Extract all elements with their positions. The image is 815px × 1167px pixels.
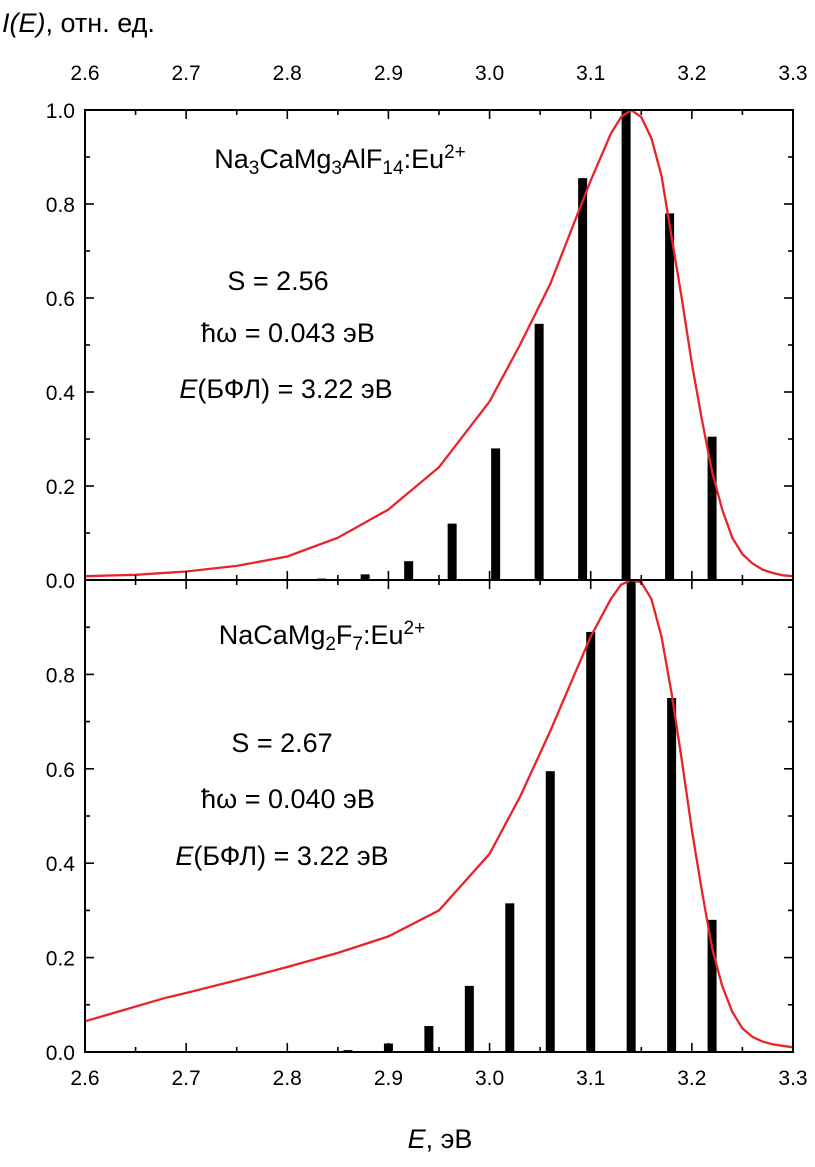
x-tick-label: 2.6 bbox=[70, 1067, 99, 1090]
formula-text: CaMg bbox=[259, 144, 331, 174]
curve-top bbox=[84, 108, 794, 578]
y-tick-label: 0.6 bbox=[46, 759, 75, 782]
formula-text: :Eu bbox=[404, 144, 445, 174]
y-tick-label: 0.8 bbox=[46, 664, 75, 687]
panel-bottom: 2.6 2.7 2.8 2.9 3.0 3.1 3.2 3.30.00.20.40.60.8 … bbox=[46, 578, 808, 1090]
formula-superscript: 2+ bbox=[404, 618, 426, 639]
formula-text: Na bbox=[214, 144, 249, 174]
bar bbox=[545, 771, 555, 1052]
curve-bottom bbox=[84, 578, 794, 1049]
x-tick-label: 3.1 bbox=[576, 1067, 605, 1090]
annotation-zpl-top: E(БФЛ) = 3.22 эВ bbox=[179, 374, 392, 404]
bar bbox=[667, 698, 677, 1052]
x-tick-label: 2.9 bbox=[374, 1067, 403, 1090]
bar bbox=[464, 985, 474, 1052]
bar bbox=[578, 178, 588, 580]
annotation-s-bottom: S = 2.67 bbox=[231, 728, 332, 758]
y-tick-label: 0.4 bbox=[46, 853, 76, 876]
formula-superscript: 2+ bbox=[444, 142, 466, 163]
ticks-bottom: 2.6 2.7 2.8 2.9 3.0 3.1 3.2 3.3 0.0 0.2 0.4 0.6 0.8 bbox=[46, 580, 808, 1090]
y-tick-label: 0.6 bbox=[46, 288, 75, 311]
bar bbox=[505, 903, 515, 1052]
bar bbox=[626, 580, 636, 1052]
panel-top: 2.6 2.7 2.8 2.9 3.0 3.1 3.2 3.3 0.0 0.2 0.4 0.6 0.8 1… bbox=[46, 62, 808, 593]
bar bbox=[360, 574, 370, 580]
frame-bottom bbox=[84, 579, 794, 1053]
compound-label-top: Na3CaMg3AlF14:Eu2+ bbox=[214, 142, 466, 179]
formula-text: F bbox=[336, 620, 353, 650]
bar bbox=[534, 323, 544, 580]
compound-label-bottom: NaCaMg2F7:Eu2+ bbox=[219, 618, 425, 655]
formula-text: AlF bbox=[342, 144, 383, 174]
formula-text: NaCaMg bbox=[219, 620, 326, 650]
annotation-hw-top: ħω = 0.043 эВ bbox=[201, 318, 375, 348]
x-axis-label: E, эВ bbox=[408, 1124, 473, 1154]
formula-text: :Eu bbox=[363, 620, 404, 650]
x-tick-label: 2.7 bbox=[172, 62, 201, 85]
x-tick-label: 2.9 bbox=[374, 62, 403, 85]
x-tick-label: 3.0 bbox=[475, 1067, 504, 1090]
formula-subscript: 7 bbox=[352, 634, 363, 655]
y-tick-label: 0.2 bbox=[46, 476, 75, 499]
bar bbox=[424, 1026, 434, 1052]
annotation-s-top: S = 2.56 bbox=[227, 266, 328, 296]
frame-top bbox=[84, 109, 794, 581]
bar bbox=[707, 919, 717, 1052]
x-tick-label: 3.2 bbox=[677, 62, 706, 85]
formula-subscript: 14 bbox=[382, 158, 404, 179]
formula-subscript: 3 bbox=[331, 158, 342, 179]
x-tick-label: 3.0 bbox=[475, 62, 504, 85]
bars-bottom bbox=[343, 580, 717, 1052]
x-tick-label: 3.1 bbox=[576, 62, 605, 85]
x-tick-label: 2.6 bbox=[70, 62, 99, 85]
y-tick-label: 1.0 bbox=[46, 100, 75, 123]
y-tick-label: 0.0 bbox=[46, 570, 75, 593]
y-axis-label: I(E), отн. ед. bbox=[2, 8, 155, 38]
bar bbox=[404, 561, 414, 580]
x-tick-label: 2.8 bbox=[273, 62, 302, 85]
bar bbox=[586, 631, 596, 1052]
x-tick-label: 3.3 bbox=[778, 1067, 807, 1090]
x-tick-label: 2.8 bbox=[273, 1067, 302, 1090]
bar bbox=[665, 213, 675, 580]
formula-subscript: 3 bbox=[249, 158, 260, 179]
bar bbox=[447, 523, 457, 580]
annotation-zpl-bottom: E(БФЛ) = 3.22 эВ bbox=[175, 841, 388, 871]
annotation-hw-bottom: ħω = 0.040 эВ bbox=[201, 784, 375, 814]
bar bbox=[707, 436, 717, 580]
y-tick-label: 0.2 bbox=[46, 948, 75, 971]
bar bbox=[621, 110, 631, 580]
formula-subscript: 2 bbox=[325, 634, 336, 655]
x-tick-label: 2.7 bbox=[172, 1067, 201, 1090]
bars-top bbox=[317, 110, 717, 580]
bar bbox=[491, 448, 501, 580]
y-tick-label: 0.4 bbox=[46, 382, 76, 405]
y-tick-label: 0.0 bbox=[46, 1042, 75, 1065]
ticks-top: 2.6 2.7 2.8 2.9 3.0 3.1 3.2 3.3 0.0 0.2 0.4 0.6 0.8 1… bbox=[46, 62, 808, 593]
x-tick-label: 3.2 bbox=[677, 1067, 706, 1090]
y-tick-label: 0.8 bbox=[46, 194, 75, 217]
x-tick-label: 3.3 bbox=[778, 62, 807, 85]
